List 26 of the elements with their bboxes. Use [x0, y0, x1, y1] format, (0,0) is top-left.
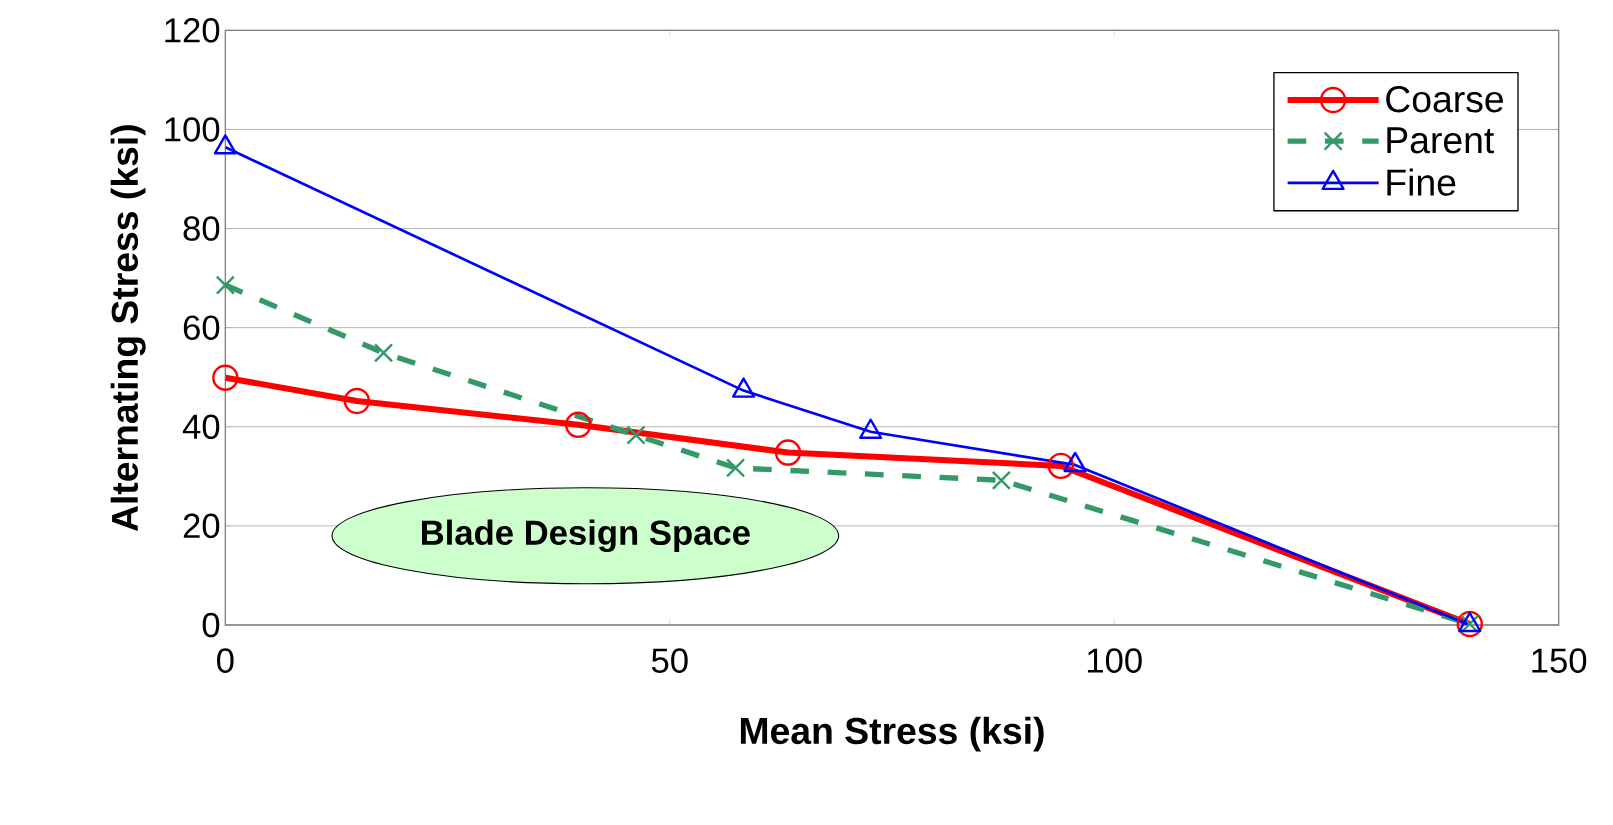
x-tick-label: 150 — [1532, 648, 1587, 673]
x-axis-title: Mean Stress (ksi) — [740, 716, 1044, 752]
y-tick-label: 40 — [182, 414, 220, 440]
legend-label: Coarse — [1386, 85, 1503, 113]
point — [1047, 452, 1075, 480]
point — [373, 343, 394, 363]
point — [343, 387, 371, 415]
y-tick-label: 20 — [183, 513, 220, 539]
legend-label: Parent — [1387, 127, 1495, 154]
x-tick-label: 100 — [1087, 648, 1142, 673]
annotation: Blade Design Space — [421, 519, 750, 553]
legend-label: Fine — [1387, 168, 1456, 196]
point — [215, 275, 236, 295]
y-tick-label: 0 — [202, 612, 220, 638]
y-tick-label: 120 — [165, 18, 220, 43]
point — [565, 411, 592, 438]
x-tick-label: 50 — [651, 648, 688, 673]
point — [725, 458, 746, 478]
y-tick-label: 100 — [165, 117, 220, 142]
point — [774, 439, 802, 466]
y-axis-title: Alternating Stress (ksi) — [110, 125, 146, 532]
point — [991, 470, 1012, 490]
point — [212, 364, 239, 391]
point — [626, 425, 646, 445]
y-tick-label: 80 — [183, 216, 220, 241]
y-tick-label: 60 — [183, 315, 220, 340]
